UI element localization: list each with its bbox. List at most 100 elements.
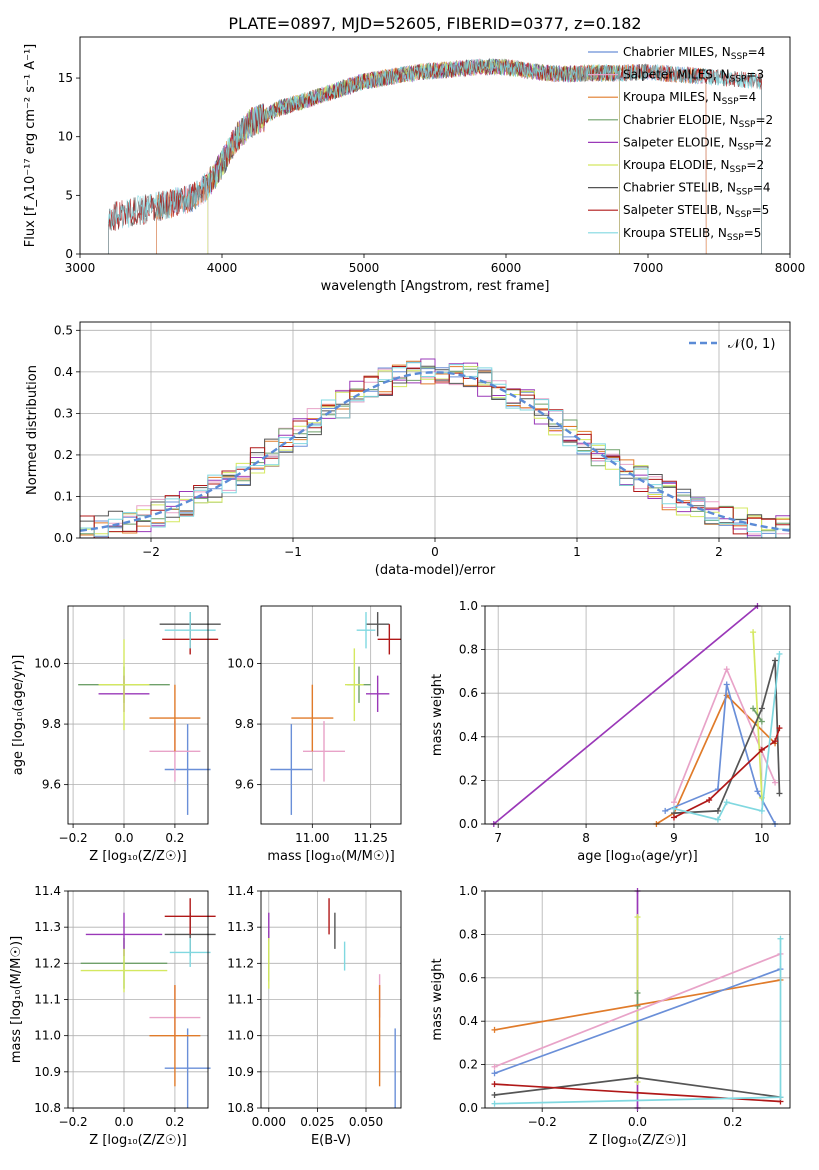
mass_vs_Z-frame [67, 890, 209, 1109]
y-tick-label: 11.3 [34, 920, 61, 934]
legend-count: =2 [746, 158, 764, 172]
y-tick-label: 0.6 [459, 686, 478, 700]
weight-line-chabrier_miles [494, 968, 781, 1075]
spectrum-series-salpeter_stelib [108, 59, 762, 254]
y-tick-label: 11.1 [227, 993, 254, 1007]
x-axis-label: wavelength [Angstrom, rest frame] [321, 279, 550, 294]
x-tick-label: 0 [431, 545, 439, 559]
spectrum-lines [108, 57, 762, 254]
y-tick-label: 0.2 [54, 448, 73, 462]
figure-title: PLATE=0897, MJD=52605, FIBERID=0377, z=0… [228, 14, 641, 33]
mass_vs_ebv-frame [260, 890, 402, 1109]
x-tick-label: 8 [582, 831, 590, 845]
x-axis-label: Z [log₁₀(Z/Z☉)] [589, 1133, 686, 1148]
legend-label-normal: 𝒩(0, 1) [728, 337, 775, 352]
spectrum-series-kroupa_elodie [207, 58, 620, 254]
x-tick-label: 9 [670, 831, 678, 845]
legend-label-chabrier_stelib: Chabrier STELIB, NSSP=4 [623, 181, 771, 198]
y-tick-label: 9.6 [235, 778, 254, 792]
y-tick-label: 0.3 [54, 406, 73, 420]
y-tick-label: 5 [65, 188, 73, 202]
x-tick-label: 6000 [491, 261, 522, 275]
legend-label-kroupa_miles: Kroupa MILES, NSSP=4 [623, 90, 756, 107]
x-axis-label: E(B-V) [311, 1133, 351, 1148]
legend-label-salpeter_stelib: Salpeter STELIB, NSSP=5 [623, 203, 769, 220]
y-axis-label: age [log₁₀(age/yr)] [11, 655, 26, 776]
age_vs_mass-points [270, 612, 401, 815]
legend-count: =4 [753, 181, 771, 195]
y-tick-label: 0.2 [459, 1058, 478, 1072]
weight-line-chabrier_miles [664, 684, 776, 825]
x-tick-label: −1 [284, 545, 302, 559]
x-tick-label: −0.2 [59, 831, 88, 845]
weight_vs_age-frame [484, 605, 791, 825]
legend-subscript: SSP [727, 233, 744, 243]
age_vs_Z-frame [67, 605, 209, 825]
x-tick-label: 0.0 [114, 831, 133, 845]
weight-line-kroupa_miles [655, 693, 776, 825]
legend-subscript: SSP [736, 188, 753, 198]
y-tick-label: 11.0 [34, 1029, 61, 1043]
residuals-histograms [80, 358, 790, 538]
x-axis-label: Z [log₁₀(Z/Z☉)] [89, 849, 186, 864]
spectrum-series-chabrier_elodie [207, 58, 620, 254]
x-axis-label: (data-model)/error [375, 563, 496, 578]
y-tick-label: 0 [65, 247, 73, 261]
x-tick-label: 0.0 [628, 1115, 647, 1129]
y-tick-label: 0.5 [54, 323, 73, 337]
legend-count: =3 [746, 68, 764, 82]
legend-label-kroupa_stelib: Kroupa STELIB, NSSP=5 [623, 226, 761, 243]
x-tick-label: 10 [754, 831, 769, 845]
y-tick-label: 10.0 [34, 657, 61, 671]
x-tick-label: −0.2 [528, 1115, 557, 1129]
y-tick-label: 9.6 [42, 778, 61, 792]
age_vs_mass-frame [260, 605, 402, 825]
weight_vs_age-series [490, 603, 783, 827]
mass_vs_ebv-points [268, 898, 396, 1108]
y-tick-label: 0.4 [459, 730, 478, 744]
legend-label-chabrier_elodie: Chabrier ELODIE, NSSP=2 [623, 113, 773, 130]
x-axis-label: mass [log₁₀(M/M☉)] [267, 849, 394, 864]
y-tick-label: 11.4 [34, 884, 61, 898]
x-tick-label: 11.25 [353, 831, 387, 845]
age_vs_Z-axes: −0.2 0.0 0.2 9.6 9.8 10.0 Z [log₁₀(Z/Z☉)] age [… [11, 606, 208, 864]
normal-curve [80, 371, 790, 532]
legend-count: =5 [752, 203, 770, 217]
legend-label-kroupa_elodie: Kroupa ELODIE, NSSP=2 [623, 158, 764, 175]
x-tick-label: 0.0 [114, 1115, 133, 1129]
x-tick-label: 7 [494, 831, 502, 845]
y-tick-label: 11.2 [227, 956, 254, 970]
x-tick-label: −0.2 [59, 1115, 88, 1129]
spectrum-series-chabrier_stelib [108, 57, 762, 254]
mass_vs_Z-points [80, 898, 216, 1108]
y-tick-label: 10.8 [227, 1101, 254, 1115]
spectrum-series-kroupa_miles [156, 59, 707, 254]
weight_vs_Z-series [491, 888, 784, 1111]
y-tick-label: 9.8 [42, 717, 61, 731]
x-tick-label: 2 [715, 545, 723, 559]
y-tick-label: 0.1 [54, 489, 73, 503]
y-axis-label: Flux [f_λ10⁻¹⁷ erg cm⁻² s⁻¹ A⁻¹] [23, 44, 38, 248]
age_vs_mass-axes: 11.00 11.25 9.6 9.8 10.0 mass [log₁₀(M/M☉)] [227, 606, 401, 864]
age_vs_Z-points [78, 612, 221, 815]
x-tick-label: 1 [573, 545, 581, 559]
y-tick-label: 1.0 [459, 599, 478, 613]
legend-label-salpeter_elodie: Salpeter ELODIE, NSSP=2 [623, 135, 772, 152]
legend-label-chabrier_miles: Chabrier MILES, NSSP=4 [623, 45, 765, 62]
y-tick-label: 10.9 [34, 1065, 61, 1079]
legend-subscript: SSP [739, 120, 756, 130]
x-tick-label: 11.00 [295, 831, 329, 845]
x-tick-label: 3000 [65, 261, 96, 275]
x-tick-label: 0.2 [165, 1115, 184, 1129]
weight-line-kroupa_miles [494, 979, 781, 1031]
y-tick-label: 11.2 [34, 956, 61, 970]
y-tick-label: 0.4 [54, 365, 73, 379]
legend-subscript: SSP [730, 165, 747, 175]
spectrum-series-salpeter_miles [156, 59, 707, 254]
legend-count: =4 [739, 90, 757, 104]
x-tick-label: 4000 [207, 261, 238, 275]
x-tick-label: 5000 [349, 261, 380, 275]
y-tick-label: 9.8 [235, 717, 254, 731]
x-tick-label: 0.025 [300, 1115, 334, 1129]
y-tick-label: 0.2 [459, 773, 478, 787]
